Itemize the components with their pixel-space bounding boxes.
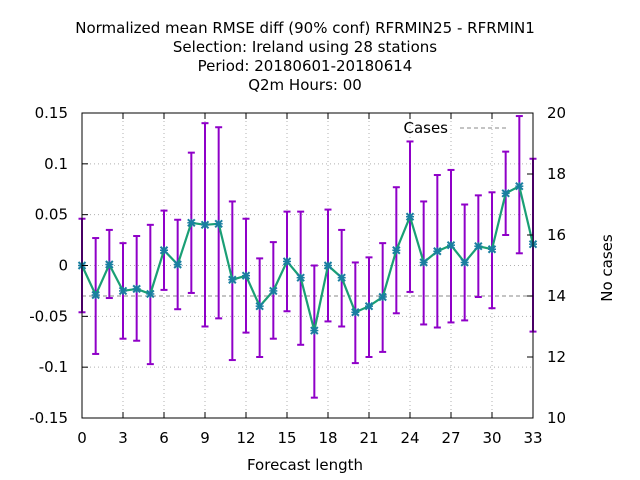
x-axis-ticks: 0 3 6 9 12 15 18 21 24 27 30 33 (77, 113, 543, 447)
y2-tick-label: 16 (547, 226, 566, 244)
title-line-4: Q2m Hours: 00 (248, 76, 362, 94)
data-point (351, 308, 360, 317)
data-point (392, 246, 401, 255)
data-point (105, 260, 114, 269)
data-point (255, 301, 264, 311)
legend-label-cases: Cases (403, 119, 448, 137)
x-tick-label: 0 (77, 429, 87, 447)
x-tick-label: 21 (359, 429, 378, 447)
data-point (446, 240, 456, 250)
data-point (159, 246, 169, 255)
data-point (337, 273, 346, 282)
data-point (200, 220, 210, 230)
x-tick-label: 15 (277, 429, 296, 447)
rmse-diff-series (81, 184, 535, 331)
data-point (378, 292, 387, 302)
data-points (77, 181, 538, 335)
x-tick-label: 12 (236, 429, 255, 447)
data-point (405, 212, 415, 221)
y2-tick-label: 12 (547, 348, 566, 366)
data-point (460, 258, 469, 267)
data-point (501, 189, 510, 198)
x-tick-label: 30 (482, 429, 501, 447)
data-point (474, 241, 483, 251)
y-tick-label: 0.15 (35, 104, 68, 122)
y2-tick-label: 10 (547, 409, 566, 427)
data-point (515, 181, 524, 191)
legend: Cases (403, 119, 506, 137)
x-tick-label: 27 (441, 429, 460, 447)
x-tick-label: 3 (118, 429, 128, 447)
data-point (269, 286, 278, 296)
data-point (323, 261, 333, 270)
data-point (146, 289, 155, 299)
data-point (282, 257, 292, 266)
y-axis-ticks: 0.15 0.1 0.05 0 -0.05 -0.1 -0.15 (29, 104, 88, 427)
y-tick-label: -0.05 (29, 307, 68, 325)
title-line-1: Normalized mean RMSE diff (90% conf) RFR… (75, 19, 535, 37)
x-tick-label: 6 (159, 429, 169, 447)
x-tick-label: 9 (200, 429, 210, 447)
data-point (214, 219, 223, 229)
data-point (419, 258, 428, 267)
y-tick-label: 0 (58, 257, 68, 275)
x-tick-label: 18 (318, 429, 337, 447)
error-bars (78, 115, 537, 399)
x-axis-label: Forecast length (247, 456, 363, 474)
data-point (91, 290, 100, 300)
data-point (132, 284, 141, 294)
y-tick-label: 0.1 (44, 155, 68, 173)
chart-title: Normalized mean RMSE diff (90% conf) RFR… (75, 19, 535, 94)
data-point (228, 275, 237, 284)
y2-tick-label: 14 (547, 287, 566, 305)
data-point (187, 218, 196, 228)
y2-axis-label: No cases (598, 234, 616, 302)
y2-tick-label: 20 (547, 104, 566, 122)
data-point (364, 301, 374, 311)
y-tick-label: -0.15 (29, 409, 68, 427)
data-point (487, 245, 497, 254)
data-point (118, 286, 128, 296)
data-point (310, 326, 319, 335)
x-tick-label: 33 (523, 429, 542, 447)
y2-tick-label: 18 (547, 165, 566, 183)
data-point (433, 247, 442, 256)
data-point (173, 260, 182, 269)
title-line-3: Period: 20180601-20180614 (198, 57, 413, 75)
x-tick-label: 24 (400, 429, 419, 447)
data-point (241, 271, 251, 280)
series-line (81, 184, 535, 331)
y-tick-label: -0.1 (39, 358, 68, 376)
y2-axis-ticks: 20 18 16 14 12 10 (527, 104, 566, 427)
y-tick-label: 0.05 (35, 206, 68, 224)
title-line-2: Selection: Ireland using 28 stations (173, 38, 437, 56)
data-point (296, 273, 305, 282)
